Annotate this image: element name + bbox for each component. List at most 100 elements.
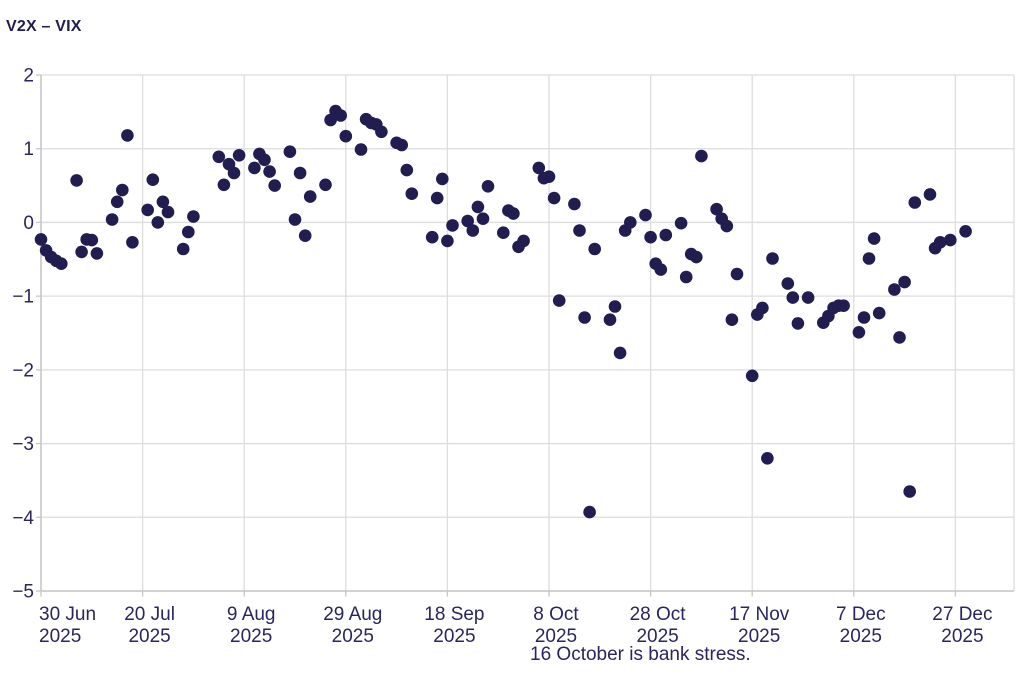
data-point	[75, 245, 88, 259]
chart-footnote: 16 October is bank stress.	[530, 644, 751, 665]
data-point	[908, 196, 922, 209]
data-point	[547, 191, 561, 205]
x-tick-label-line1: 27 Dec	[932, 604, 992, 625]
data-point	[578, 311, 591, 324]
data-point	[898, 275, 911, 289]
x-tick-label-line1: 18 Sep	[424, 604, 484, 625]
x-tick-label-line2: 2025	[332, 626, 374, 647]
x-tick-label-line2: 2025	[39, 626, 81, 647]
data-point	[425, 230, 439, 244]
data-point	[319, 178, 332, 192]
data-point	[481, 180, 495, 193]
data-point	[268, 179, 282, 192]
data-point	[893, 331, 906, 344]
data-point	[293, 166, 307, 180]
data-point	[400, 163, 414, 177]
data-point	[786, 291, 800, 304]
data-point	[959, 225, 972, 238]
data-point	[90, 247, 104, 260]
data-point	[674, 216, 688, 230]
data-point	[690, 250, 703, 264]
data-point	[852, 326, 866, 339]
data-point	[552, 294, 566, 307]
data-point	[745, 369, 759, 383]
data-point	[679, 270, 693, 284]
data-point	[283, 145, 297, 158]
data-point	[725, 313, 739, 327]
data-point	[441, 234, 454, 248]
y-tick-label: 2	[23, 66, 34, 87]
data-point	[161, 205, 175, 219]
data-point	[395, 138, 409, 152]
data-point	[85, 233, 99, 247]
data-point	[146, 173, 160, 186]
data-point	[695, 149, 708, 163]
data-point	[857, 311, 871, 324]
data-point	[354, 143, 368, 156]
data-point	[761, 452, 774, 465]
x-tick-label-line1: 7 Dec	[836, 604, 886, 625]
data-point	[288, 213, 302, 226]
data-point	[944, 233, 957, 247]
data-point	[461, 214, 475, 228]
data-point	[659, 228, 673, 242]
x-tick-label-line1: 29 Aug	[323, 604, 382, 625]
data-point	[603, 313, 617, 327]
data-point	[339, 129, 353, 143]
data-point	[710, 202, 723, 216]
data-point	[756, 301, 769, 315]
data-point	[141, 203, 154, 217]
x-tick-label-line1: 30 Jun	[39, 604, 96, 625]
data-point	[34, 233, 48, 246]
data-point	[791, 317, 805, 330]
data-point	[105, 213, 119, 226]
data-point	[542, 170, 556, 183]
data-point	[126, 236, 139, 249]
x-tick-label-line2: 2025	[230, 626, 272, 647]
data-point	[517, 234, 530, 248]
data-point	[573, 224, 586, 237]
y-tick-label: −3	[12, 434, 34, 455]
data-point	[334, 109, 348, 122]
x-tick-label-line1: 8 Oct	[533, 604, 579, 625]
data-point	[430, 191, 444, 205]
data-point	[730, 267, 744, 281]
data-point	[933, 236, 947, 249]
data-point	[654, 263, 668, 276]
data-point	[781, 277, 795, 290]
data-point	[867, 232, 881, 245]
x-tick-label-line1: 17 Nov	[729, 604, 790, 625]
data-point	[766, 252, 779, 265]
data-point	[55, 257, 68, 271]
data-point	[801, 291, 815, 304]
y-tick-label: −2	[12, 360, 34, 381]
data-point	[862, 252, 876, 265]
data-point	[303, 190, 317, 203]
data-point	[187, 210, 200, 223]
data-point	[405, 187, 419, 200]
x-tick-label-line2: 2025	[941, 626, 983, 647]
data-point	[227, 166, 241, 180]
y-tick-label: 1	[23, 139, 34, 160]
x-tick-label-line2: 2025	[128, 626, 170, 647]
data-point	[507, 207, 520, 220]
data-point	[248, 161, 261, 175]
data-point	[70, 174, 83, 187]
x-tick-label-line2: 2025	[738, 626, 780, 647]
data-point	[872, 306, 886, 320]
data-point	[903, 485, 916, 498]
data-point	[375, 125, 388, 139]
data-point	[263, 165, 276, 178]
data-point	[923, 188, 937, 201]
data-point	[110, 195, 124, 209]
data-point	[639, 208, 652, 222]
data-point	[121, 129, 134, 142]
data-point	[471, 200, 485, 214]
x-tick-label-line2: 2025	[433, 626, 475, 647]
x-tick-label-line1: 9 Aug	[227, 604, 276, 625]
data-point	[116, 183, 129, 197]
y-tick-label: 0	[23, 213, 34, 234]
data-point	[476, 212, 490, 225]
